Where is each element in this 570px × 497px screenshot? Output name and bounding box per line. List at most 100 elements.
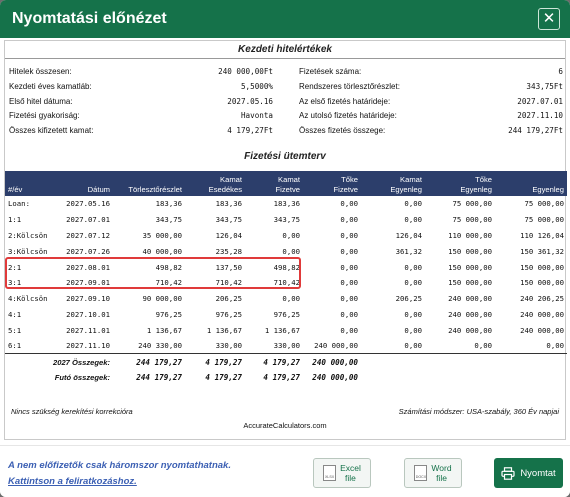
summary-value: Havonta (240, 111, 273, 121)
column-header-line: Egyenleg (390, 185, 422, 194)
summary-row: Az első fizetés határideje: 2027.07.01 (299, 95, 563, 110)
table-row: Loan: 2027.05.16 183,36 183,36 183,36 0,00 0,0… (5, 196, 567, 212)
table-cell: 0,00 (340, 325, 358, 335)
summary-label: Rendszeres törlesztőrészlet: (299, 81, 400, 91)
subscribe-link[interactable]: Kattintson a feliratkozáshoz. (8, 476, 137, 487)
word-file-button[interactable]: DOCX Word file (404, 458, 462, 488)
table-cell: 0,00 (282, 230, 300, 240)
table-cell: 150 000,00 (448, 246, 492, 256)
divider (5, 58, 565, 59)
table-cell: 2027.11.10 (66, 341, 110, 351)
column-header: Tőke Egyenleg (425, 171, 495, 196)
schedule-title: Fizetési ütemterv (244, 151, 326, 162)
table-cell: 1 136,67 (264, 325, 300, 335)
table-cell: 2027.08.01 (66, 262, 110, 272)
totals-empty (361, 370, 425, 386)
totals-empty (495, 353, 567, 370)
table-cell: 0,00 (474, 341, 492, 351)
print-button[interactable]: Nyomtat (494, 458, 563, 488)
column-header-line: Fizetve (275, 185, 300, 194)
table-cell: 75 000,00 (452, 215, 492, 225)
totals-value: 4 179,27 (245, 353, 303, 370)
table-cell: 240 000,00 (448, 294, 492, 304)
table-cell: 126,04 (215, 230, 242, 240)
summary-label: Fizetések száma: (299, 67, 362, 76)
word-file-label: file (436, 473, 447, 483)
table-cell: 206,25 (215, 294, 242, 304)
table-cell: 0,00 (404, 215, 422, 225)
table-cell: 2027.07.01 (66, 215, 110, 225)
column-header-line: Kamat (400, 175, 422, 184)
print-document: Kezdeti hitelértékek Hitelek összesen: 24… (4, 40, 567, 440)
table-cell: 183,36 (273, 199, 300, 209)
summary-label: Első hitel dátuma: (9, 96, 73, 106)
excel-file-button[interactable]: XLSX Excel file (313, 458, 371, 488)
table-cell: 1 136,67 (206, 325, 242, 335)
table-cell: 0,00 (340, 294, 358, 304)
table-cell: 235,28 (215, 246, 242, 256)
totals-value: 244 179,27 (113, 353, 185, 370)
table-cell: 206,25 (395, 294, 422, 304)
table-cell: 150 000,00 (520, 278, 564, 288)
table-cell: 0,00 (340, 215, 358, 225)
xlsx-file-icon: XLSX (323, 465, 337, 481)
table-cell: 2027.10.01 (66, 309, 110, 319)
totals-value: 4 179,27 (263, 373, 300, 383)
table-cell: 0,00 (404, 309, 422, 319)
totals-value: 4 179,27 (185, 353, 245, 370)
docx-file-icon: DOCX (414, 465, 428, 481)
summary-row: Az utolsó fizetés határideje: 2027.11.10 (299, 109, 563, 124)
table-row: 4:Kölcsön 2027.09.10 90 000,00 206,25 0,00 0,… (5, 291, 567, 307)
table-cell: 0,00 (404, 199, 422, 209)
table-cell: 90 000,00 (142, 294, 182, 304)
table-cell: 710,42 (215, 278, 242, 288)
column-header-line: Esedékes (208, 185, 242, 194)
table-cell: 137,50 (215, 262, 242, 272)
summary-value: 5,5000% (240, 81, 273, 91)
table-cell: 2:1 (8, 262, 22, 272)
summary-label: Hitelek összesen: (9, 67, 72, 76)
totals-label: 2027 Összegek: (5, 353, 113, 370)
table-row: 1:1 2027.07.01 343,75 343,75 343,75 0,00 0,00 7… (5, 212, 567, 228)
table-cell: 183,36 (215, 199, 242, 209)
payment-schedule-table: #/év Dátum Törlesztőrészlet Kamat Esedékes Ka… (5, 171, 567, 386)
table-row: 3:Kölcsön 2027.07.26 40 000,00 235,28 0,00 0,… (5, 243, 567, 259)
table-cell: 0,00 (340, 246, 358, 256)
close-button[interactable]: ✕ (538, 8, 560, 30)
table-row: 3:1 2027.09.01 710,42 710,42 710,42 0,00 0,00 1… (5, 275, 567, 291)
column-header: Egyenleg (495, 171, 567, 196)
table-cell: 240 000,00 (314, 341, 358, 351)
site-name: AccurateCalculators.com (243, 421, 327, 430)
table-cell: 2027.07.26 (66, 246, 110, 256)
column-header-line: Egyenleg (532, 185, 564, 194)
table-cell: 126,04 (395, 230, 422, 240)
table-cell: 240 000,00 (520, 325, 564, 335)
subscription-note: A nem előfizetők csak háromszor nyomtath… (8, 458, 231, 490)
table-cell: 110 000,00 (448, 230, 492, 240)
summary-value: 2027.07.01 (517, 96, 563, 106)
column-header-line: Tőke (475, 175, 492, 184)
summary-label: Az utolsó fizetés határideje: (299, 111, 397, 121)
table-row: 2:1 2027.08.01 498,82 137,50 498,82 0,00 0,00 1… (5, 259, 567, 275)
table-cell: 0,00 (546, 341, 564, 351)
table-cell: 0,00 (404, 341, 422, 351)
table-cell: 330,00 (215, 341, 242, 351)
totals-value: 4 179,27 (205, 373, 242, 383)
table-cell: 40 000,00 (142, 246, 182, 256)
dialog-footer: A nem előfizetők csak háromszor nyomtath… (0, 445, 570, 497)
table-cell: 150 000,00 (448, 278, 492, 288)
summary-row: Összes kifizetett kamat: 4 179,27Ft (9, 124, 273, 139)
totals-row: 2027 Összegek: 244 179,27 4 179,27 4 179,27… (5, 353, 567, 370)
calculation-method-note: Számítási módszer: USA-szabály, 360 Év n… (398, 407, 559, 416)
summary-value: 2027.05.16 (227, 96, 273, 106)
totals-label: Futó összegek: (54, 373, 110, 383)
totals-empty (425, 353, 495, 370)
summary-row: Fizetések száma: 6 (299, 65, 563, 80)
column-header: #/év (5, 171, 63, 196)
table-row: 6:1 2027.11.10 240 330,00 330,00 330,00 240 0… (5, 338, 567, 354)
table-cell: 3:Kölcsön (8, 246, 48, 256)
summary-row: Kezdeti éves kamatláb: 5,5000% (9, 80, 273, 95)
table-cell: 35 000,00 (142, 230, 182, 240)
column-header-line: Kamat (278, 175, 300, 184)
summary-label: Összes kifizetett kamat: (9, 126, 94, 136)
